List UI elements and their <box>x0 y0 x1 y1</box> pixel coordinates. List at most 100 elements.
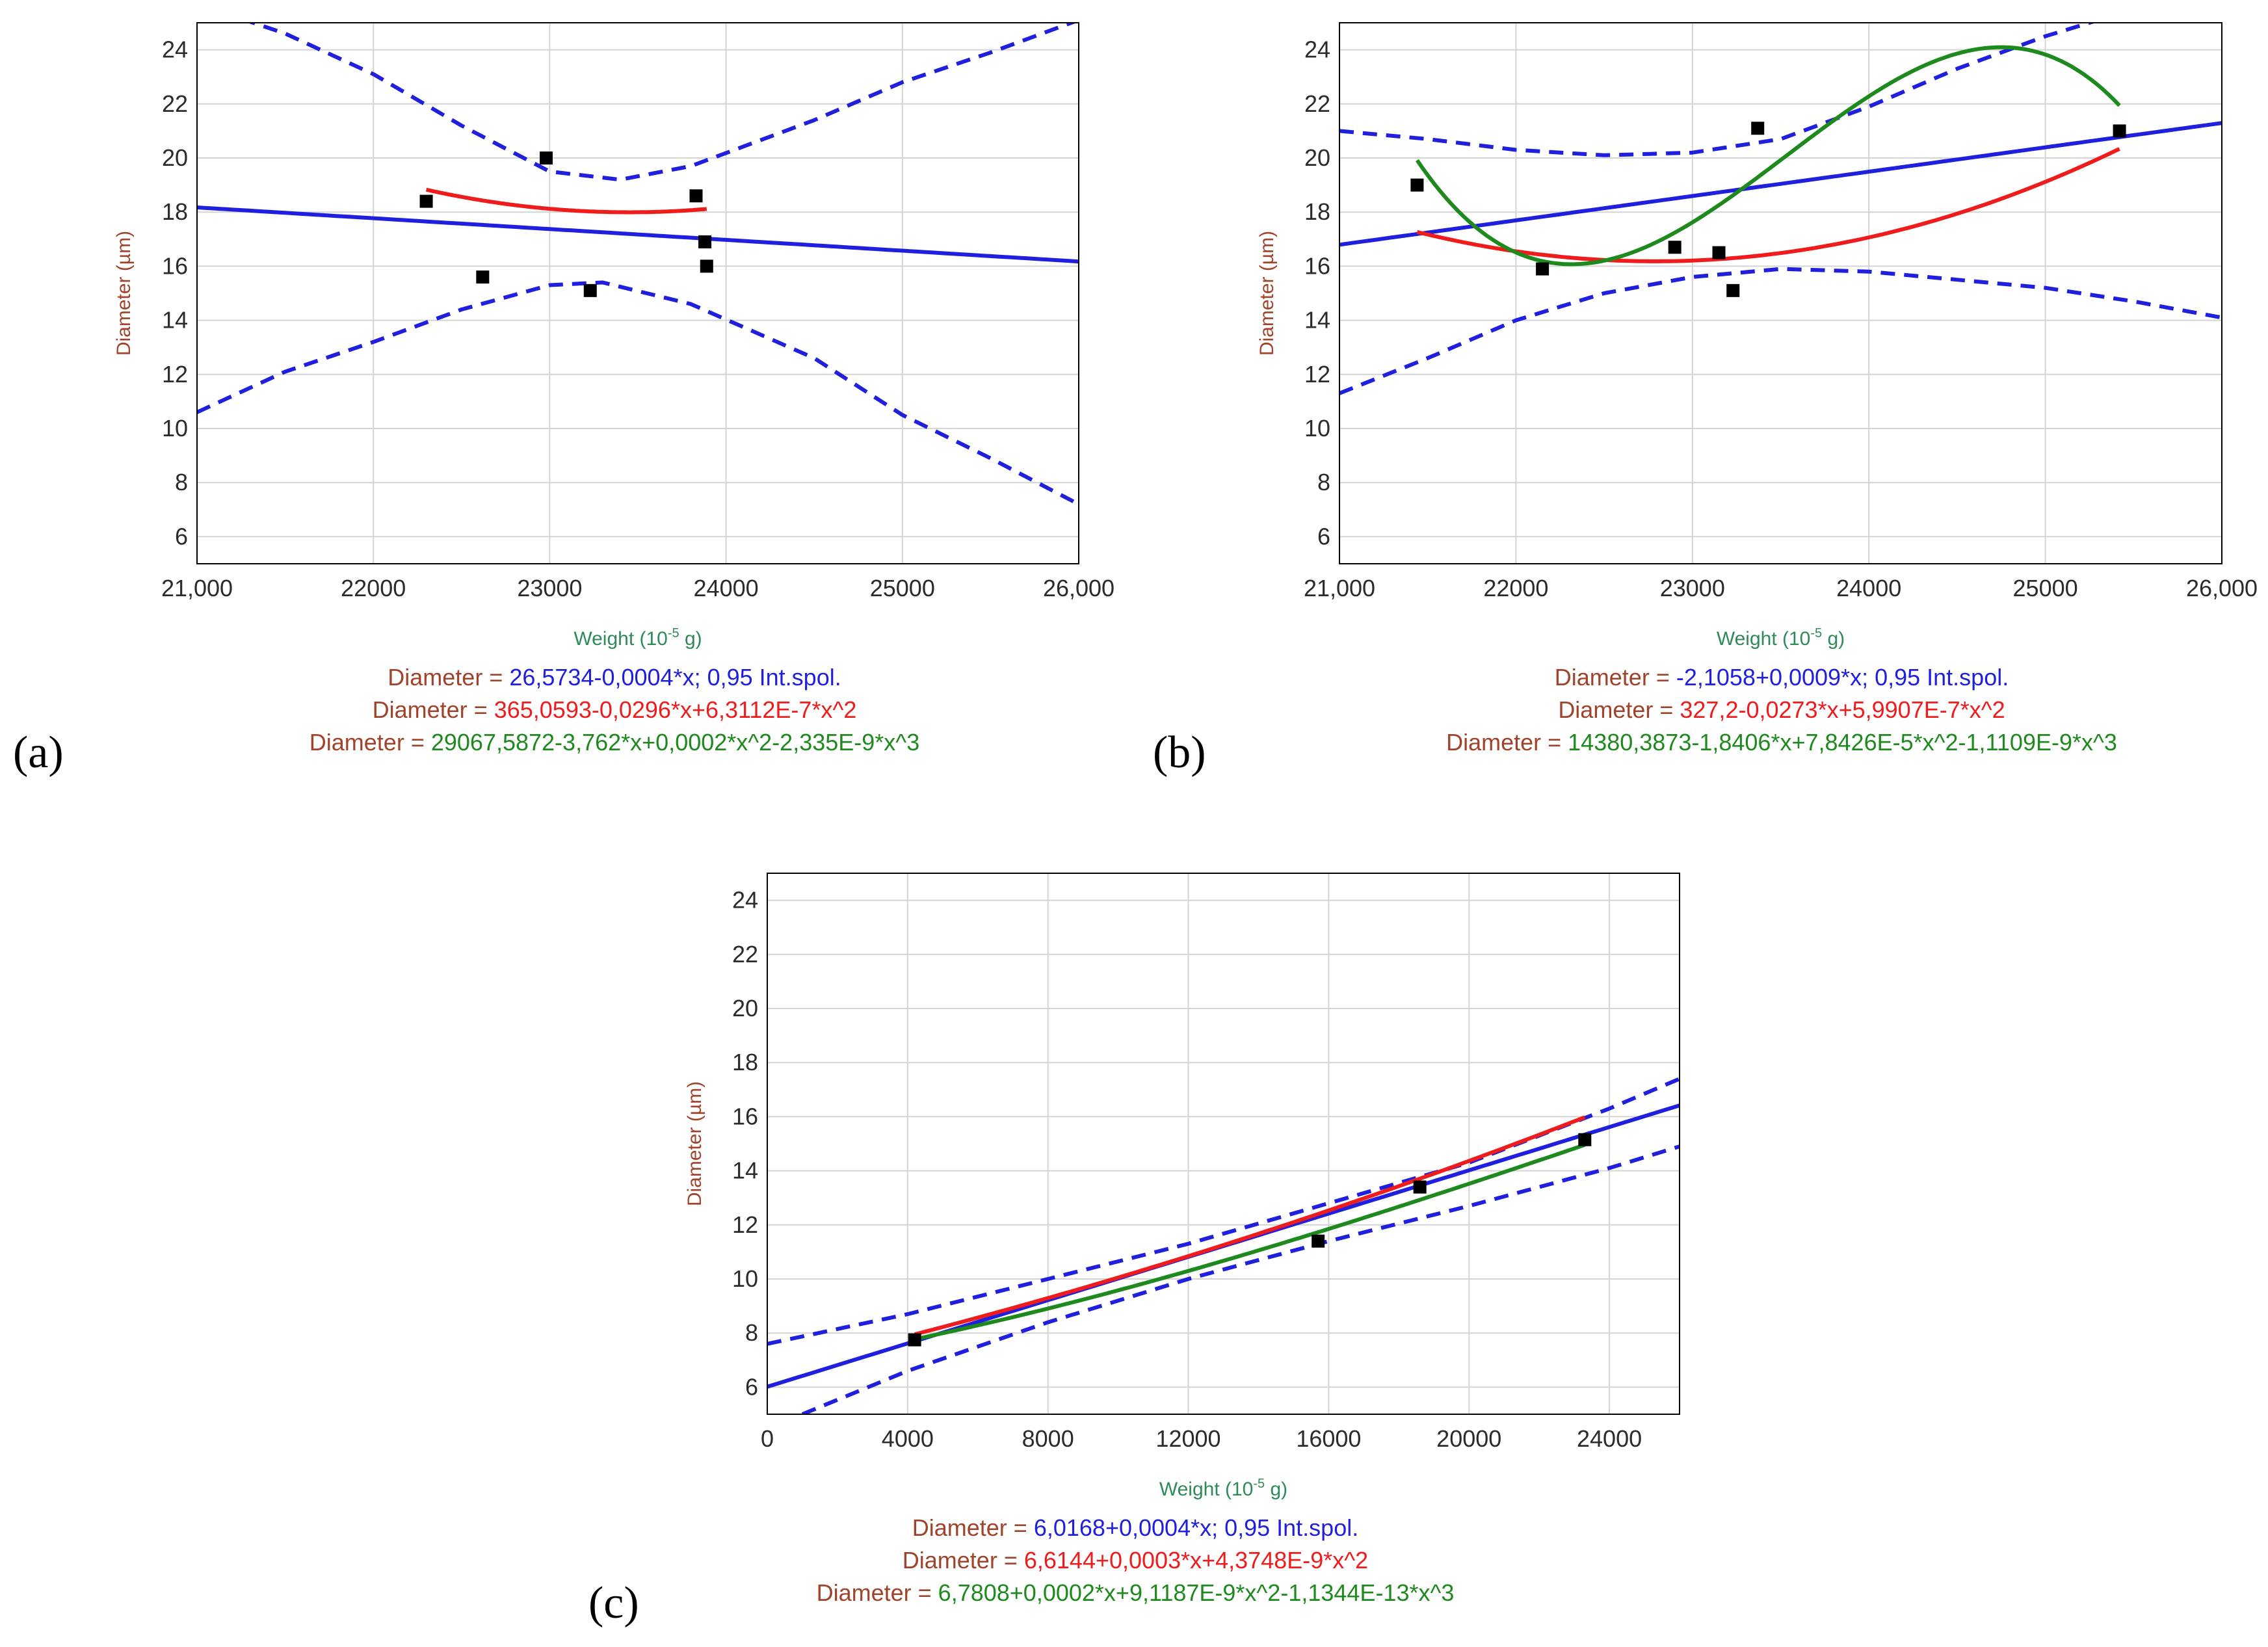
fit-quadratic <box>425 187 707 215</box>
equation-quadratic: Diameter = 6,6144+0,0003*x+4,3748E-9*x^2 <box>903 1547 1368 1574</box>
equation-quadratic: Diameter = 327,2-0,0273*x+5,9907E-7*x^2 <box>1558 696 2005 723</box>
data-point <box>700 259 713 273</box>
y-tick-label: 20 <box>162 144 188 171</box>
data-point <box>1536 262 1549 276</box>
x-tick-label: 24000 <box>1836 575 1901 601</box>
data-point <box>1751 122 1765 135</box>
y-tick-label: 24 <box>732 887 758 914</box>
y-tick-label: 14 <box>162 307 188 334</box>
y-tick-label: 12 <box>1304 361 1330 388</box>
x-axis-label: Weight (10-5 g) <box>1159 1477 1287 1500</box>
x-axis-label: Weight (10-5 g) <box>574 626 702 650</box>
y-tick-label: 6 <box>175 523 188 549</box>
data-point <box>1712 246 1726 259</box>
fit-cubic <box>1415 45 2121 267</box>
plot-frame <box>196 22 1079 564</box>
y-tick-labels: 6 8 10 12 14 16 18 20 22 24 <box>732 887 758 1401</box>
x-tick-label: 4000 <box>882 1425 934 1452</box>
equation-linear: Diameter = 26,5734-0,0004*x; 0,95 Int.sp… <box>388 664 841 691</box>
y-tick-label: 24 <box>1304 36 1330 63</box>
data-point <box>419 194 433 208</box>
x-tick-labels: 21,000 22000 23000 24000 25000 26,000 <box>1304 575 2258 601</box>
y-tick-label: 22 <box>732 941 758 968</box>
fit-curves <box>767 1103 1680 1389</box>
grid <box>196 23 1079 564</box>
data-point <box>539 152 553 165</box>
grid <box>1339 23 2222 564</box>
panel-label: (b) <box>1153 728 1206 778</box>
x-tick-label: 21,000 <box>1304 575 1375 601</box>
x-tick-labels: 0 4000 8000 12000 16000 20000 24000 <box>761 1425 1642 1452</box>
x-tick-label: 0 <box>761 1425 774 1452</box>
fit-linear <box>197 205 1079 264</box>
fit-curves <box>1339 45 2222 267</box>
y-tick-label: 8 <box>1317 469 1330 495</box>
equation-cubic: Diameter = 6,7808+0,0002*x+9,1187E-9*x^2… <box>817 1579 1455 1606</box>
y-axis-label: Diameter (µm) <box>1256 231 1278 356</box>
equation-linear: Diameter = 6,0168+0,0004*x; 0,95 Int.spo… <box>912 1514 1358 1541</box>
equation-quadratic: Diameter = 365,0593-0,0296*x+6,3112E-7*x… <box>373 696 857 723</box>
y-tick-label: 16 <box>162 252 188 279</box>
confidence-band-lower <box>1339 267 2222 395</box>
data-point <box>908 1333 921 1347</box>
y-axis-label: Diameter (µm) <box>113 231 135 356</box>
x-tick-label: 25000 <box>2013 575 2078 601</box>
y-tick-label: 18 <box>1304 198 1330 225</box>
confidence-band-upper <box>767 1077 1680 1346</box>
panel-label: (c) <box>588 1578 639 1628</box>
y-tick-label: 16 <box>732 1103 758 1129</box>
x-tick-label: 12000 <box>1155 1425 1220 1452</box>
y-tick-label: 20 <box>732 995 758 1021</box>
x-tick-label: 23000 <box>517 575 582 601</box>
x-tick-label: 8000 <box>1022 1425 1074 1452</box>
y-tick-label: 12 <box>162 361 188 388</box>
y-tick-label: 18 <box>732 1049 758 1075</box>
x-tick-label: 22000 <box>1483 575 1548 601</box>
data-point <box>583 283 597 297</box>
data-point <box>476 270 490 284</box>
data-points <box>1410 122 2126 297</box>
x-tick-label: 24000 <box>1577 1425 1642 1452</box>
x-tick-label: 16000 <box>1296 1425 1361 1452</box>
y-tick-label: 8 <box>745 1319 758 1346</box>
confidence-band-lower <box>197 280 1079 507</box>
panel-a: 21,000 22000 23000 24000 25000 26,000 6 8 10 12 1… <box>13 22 1114 778</box>
y-tick-label: 6 <box>1317 523 1330 549</box>
fit-cubic <box>914 1142 1586 1341</box>
data-point <box>2113 124 2126 138</box>
y-tick-label: 10 <box>732 1265 758 1292</box>
y-tick-label: 10 <box>1304 415 1330 441</box>
panel-label: (a) <box>13 728 64 778</box>
data-point <box>1312 1234 1325 1248</box>
confidence-band-lower <box>801 1144 1680 1414</box>
data-point <box>689 189 703 203</box>
grid <box>767 873 1680 1414</box>
data-points <box>908 1133 1592 1347</box>
x-tick-label: 26,000 <box>1043 575 1114 601</box>
data-point <box>698 235 712 248</box>
x-tick-label: 22000 <box>341 575 406 601</box>
plot-frame <box>1339 22 2222 564</box>
confidence-band <box>197 23 1079 507</box>
fit-curves <box>197 187 1079 264</box>
x-tick-label: 26,000 <box>2186 575 2258 601</box>
plot-frame <box>767 873 1680 1415</box>
confidence-band <box>1339 23 2222 395</box>
x-tick-label: 23000 <box>1660 575 1725 601</box>
equation-cubic: Diameter = 14380,3873-1,8406*x+7,8426E-5… <box>1446 729 2117 756</box>
x-tick-label: 25000 <box>870 575 935 601</box>
y-tick-label: 22 <box>162 90 188 117</box>
x-tick-labels: 21,000 22000 23000 24000 25000 26,000 <box>161 575 1114 601</box>
y-tick-label: 18 <box>162 198 188 225</box>
data-point <box>1578 1133 1592 1146</box>
y-tick-label: 10 <box>162 415 188 441</box>
fit-linear <box>1339 121 2222 247</box>
y-tick-label: 14 <box>732 1157 758 1184</box>
y-tick-label: 8 <box>175 469 188 495</box>
data-points <box>419 152 713 297</box>
y-tick-label: 6 <box>745 1373 758 1400</box>
data-point <box>1668 241 1681 254</box>
equation-cubic: Diameter = 29067,5872-3,762*x+0,0002*x^2… <box>310 729 919 756</box>
y-tick-label: 24 <box>162 36 188 63</box>
